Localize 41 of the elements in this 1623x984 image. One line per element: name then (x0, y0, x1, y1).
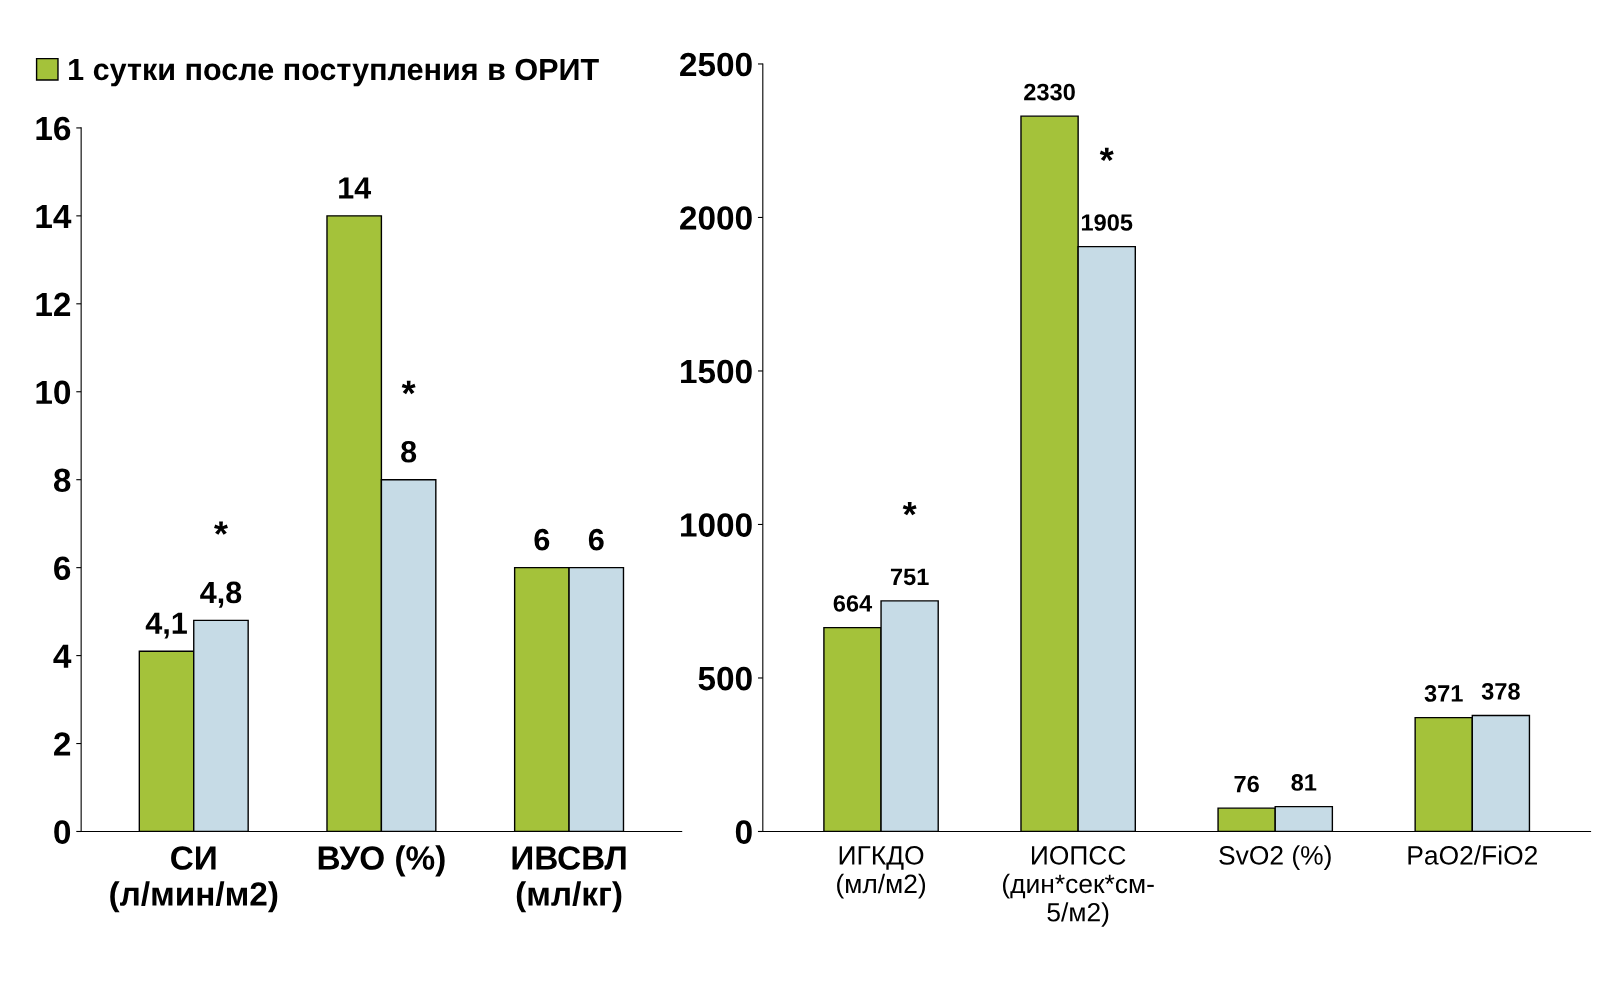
data-label: 1905 (1081, 214, 1133, 231)
data-label: 378 (1481, 682, 1520, 700)
y-tick-label: 2 (54, 732, 71, 756)
data-label: 751 (890, 568, 929, 586)
data-label: 371 (1424, 685, 1463, 702)
y-tick-label: 2000 (680, 206, 752, 230)
data-label: 4,1 (145, 612, 187, 639)
x-tick-label: PaO2/FiO2 (1408, 845, 1537, 865)
data-label: 81 (1291, 774, 1317, 791)
y-tick-label: 16 (36, 116, 71, 141)
data-label: 14 (339, 177, 372, 199)
y-tick-label: 1000 (681, 513, 752, 537)
x-tick-label: ИГКДО (мл/м2) (837, 846, 926, 899)
y-tick-label: 8 (53, 468, 71, 493)
annotation: * (214, 521, 228, 535)
y-tick-label: 4 (53, 644, 72, 668)
data-label: 664 (833, 595, 873, 612)
data-label: 2330 (1024, 83, 1075, 101)
y-tick-label: 12 (36, 292, 71, 316)
y-tick-label: 0 (54, 820, 71, 844)
y-tick-label: 14 (36, 205, 72, 228)
legend-label: 1 сутки после поступления в ОРИТ (69, 58, 599, 87)
x-tick-label: SvO2 (%) (1219, 845, 1331, 870)
annotation: * (1099, 147, 1114, 162)
y-tick-label: 1500 (681, 359, 752, 384)
y-tick-label: 10 (36, 380, 71, 405)
annotation: * (902, 501, 917, 516)
data-label: 6 (534, 528, 550, 551)
data-label: 6 (588, 528, 604, 551)
y-tick-label: 0 (735, 820, 752, 844)
data-label: 76 (1234, 775, 1259, 793)
x-tick-label: ИОПСС (дин*сек*см- 5/м2) (1002, 846, 1154, 927)
data-label: 4,8 (200, 581, 242, 608)
x-tick-label: ИВСВЛ (мл/кг) (512, 846, 626, 913)
annotation: * (401, 380, 416, 395)
data-label: 8 (401, 440, 417, 463)
x-tick-label: ВУО (%) (318, 845, 445, 877)
y-tick-label: 6 (54, 556, 71, 581)
y-tick-label: 500 (698, 666, 752, 691)
y-tick-label: 2500 (680, 52, 752, 77)
x-tick-label: СИ (л/мин/м2) (110, 846, 278, 913)
